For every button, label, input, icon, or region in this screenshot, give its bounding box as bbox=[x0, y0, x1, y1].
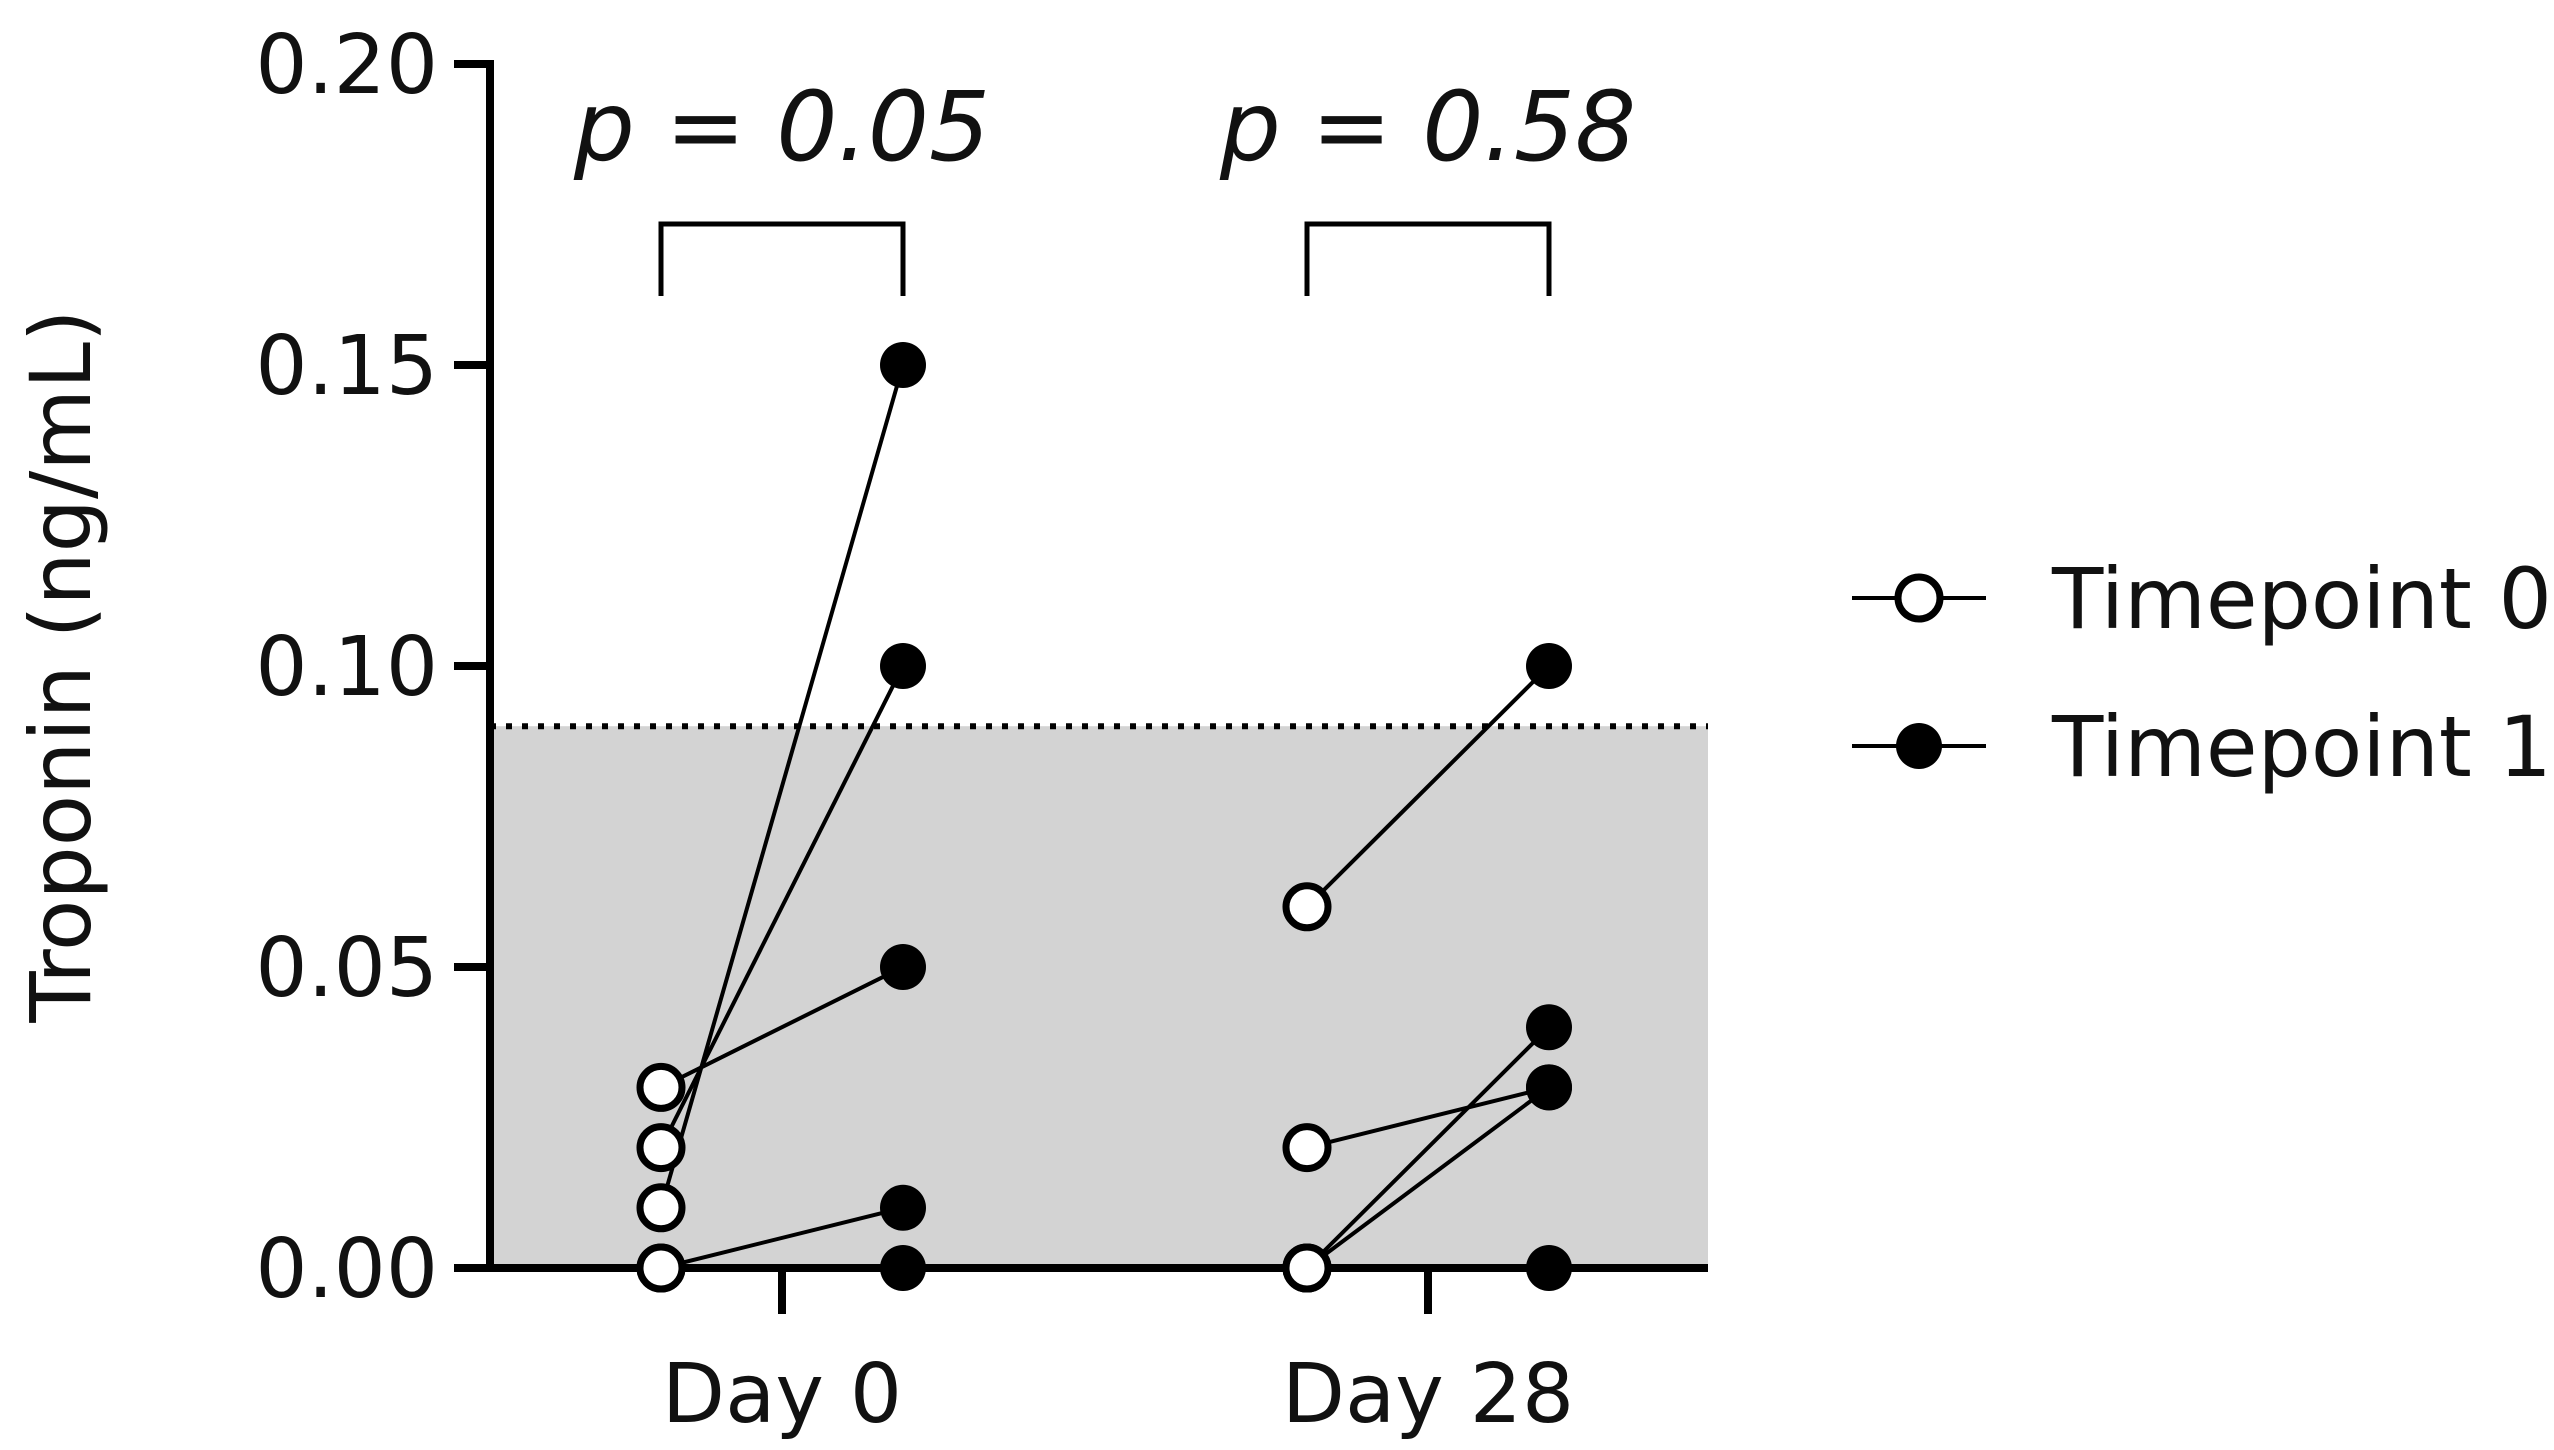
timepoint-1-point bbox=[880, 342, 926, 388]
timepoint-1-point bbox=[880, 1184, 926, 1231]
y-tick-label: 0.20 bbox=[255, 18, 438, 113]
significance-bracket bbox=[1304, 221, 1552, 296]
p-value-label: p = 0.58 bbox=[1219, 71, 1636, 183]
significance-bracket bbox=[658, 221, 906, 296]
pair-line bbox=[1305, 1085, 1551, 1270]
legend-label: Timepoint 0 bbox=[2051, 550, 2552, 648]
timepoint-1-point bbox=[880, 1245, 926, 1291]
timepoint-1-point bbox=[880, 944, 926, 990]
legend-label: Timepoint 1 bbox=[2051, 698, 2552, 796]
p-value-label: p = 0.05 bbox=[573, 71, 990, 183]
timepoint-0-point bbox=[1282, 1123, 1332, 1173]
pair-line bbox=[1305, 1025, 1551, 1270]
timepoint-0-point bbox=[1282, 882, 1332, 932]
pair-line bbox=[660, 1205, 904, 1270]
timepoint-0-point bbox=[636, 1123, 686, 1173]
timepoint-1-point bbox=[1526, 643, 1572, 689]
y-tick-label: 0.10 bbox=[255, 620, 438, 715]
timepoint-1-point bbox=[1526, 1004, 1572, 1051]
y-tick-label: 0.05 bbox=[255, 921, 438, 1016]
pair-line bbox=[659, 364, 905, 1209]
timepoint-0-point bbox=[636, 1062, 686, 1112]
timepoint-0-point bbox=[636, 1183, 686, 1233]
timepoint-0-point bbox=[1282, 1243, 1332, 1293]
labels-layer: 0.00 0.05 0.10 0.15 0.20 Troponin (ng/mL) Day … bbox=[12, 18, 1636, 1442]
pair-line bbox=[1306, 1085, 1550, 1150]
axes-layer bbox=[454, 60, 1708, 1314]
y-tick-label: 0.15 bbox=[255, 319, 438, 414]
y-tick-label: 0.00 bbox=[255, 1222, 438, 1317]
y-axis-title: Troponin (ng/mL) bbox=[12, 309, 110, 1023]
legend-marker-open bbox=[1894, 573, 1944, 623]
timepoint-1-point bbox=[880, 643, 926, 689]
x-tick-label: Day 28 bbox=[1282, 1347, 1574, 1442]
reference-band-layer bbox=[490, 723, 1708, 1268]
timepoint-1-point bbox=[1526, 1245, 1572, 1291]
legend: Timepoint 0 Timepoint 1 bbox=[1852, 550, 2552, 796]
points-layer bbox=[636, 342, 1572, 1293]
timepoint-0-point bbox=[636, 1243, 686, 1293]
x-tick-label: Day 0 bbox=[662, 1347, 902, 1442]
timepoint-1-point bbox=[1526, 1064, 1572, 1111]
legend-marker-filled bbox=[1896, 723, 1942, 769]
pair-line bbox=[1305, 664, 1551, 909]
reference-band bbox=[490, 726, 1708, 1268]
